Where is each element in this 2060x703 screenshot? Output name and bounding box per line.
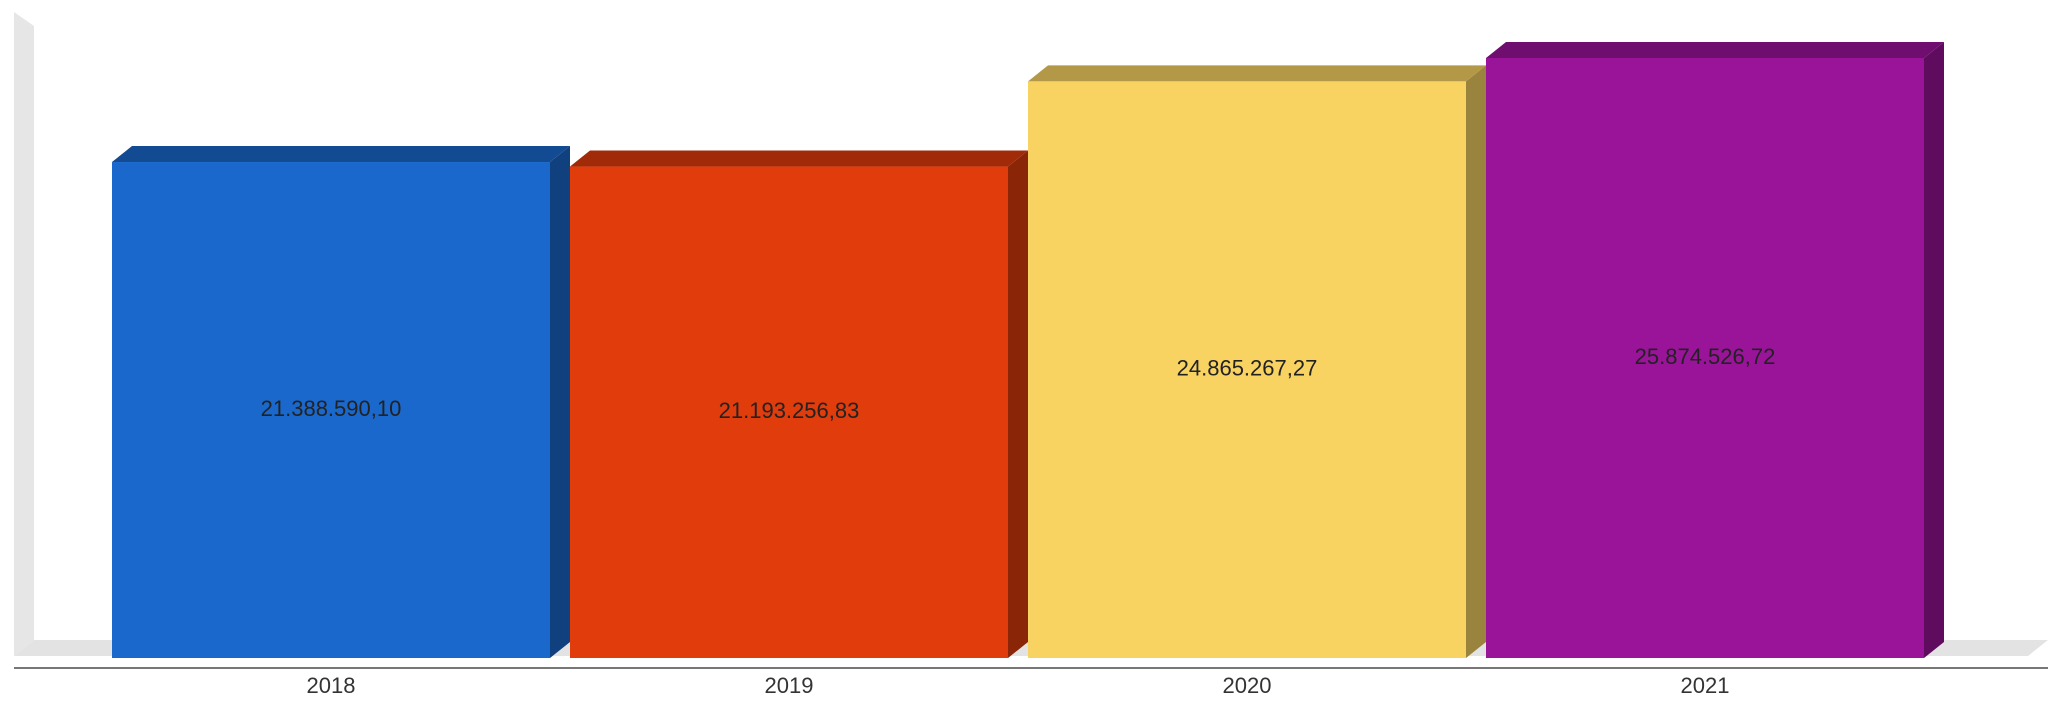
x-tick-label: 2019 <box>765 673 814 698</box>
bar-2018-top <box>112 146 570 163</box>
chart-back-wall <box>14 12 34 656</box>
bar-value-label: 21.388.590,10 <box>261 396 402 421</box>
bar-2021-side <box>1924 42 1944 658</box>
bar-2021-front <box>1486 58 1924 658</box>
bar-2019-top <box>570 150 1028 167</box>
bar-2019-side <box>1008 150 1028 659</box>
bar-2019-front <box>570 166 1008 659</box>
x-tick-label: 2018 <box>307 673 356 698</box>
bar-value-label: 24.865.267,27 <box>1177 356 1318 381</box>
bar-2021-top <box>1486 42 1944 58</box>
bar-2020-side <box>1466 65 1486 658</box>
bar-2018-side <box>550 146 570 658</box>
bar-2020-front <box>1028 81 1466 658</box>
bar-value-label: 21.193.256,83 <box>719 398 860 423</box>
bar-2020-top <box>1028 65 1486 82</box>
bar-2019: 21.193.256,83 <box>570 150 1028 659</box>
x-tick-label: 2020 <box>1223 673 1272 698</box>
bar-2021: 25.874.526,72 <box>1486 42 1944 658</box>
bar-2020: 24.865.267,27 <box>1028 65 1486 658</box>
bars-group: 21.388.590,10 21.193.256,83 24.865.267,27 2… <box>112 42 1944 659</box>
bar-2018: 21.388.590,10 <box>112 146 570 658</box>
x-tick-labels: 2018 2019 2020 2021 <box>307 673 1730 698</box>
bar-value-label: 25.874.526,72 <box>1635 344 1776 369</box>
x-tick-label: 2021 <box>1681 673 1730 698</box>
bar-2018-front <box>112 162 550 658</box>
